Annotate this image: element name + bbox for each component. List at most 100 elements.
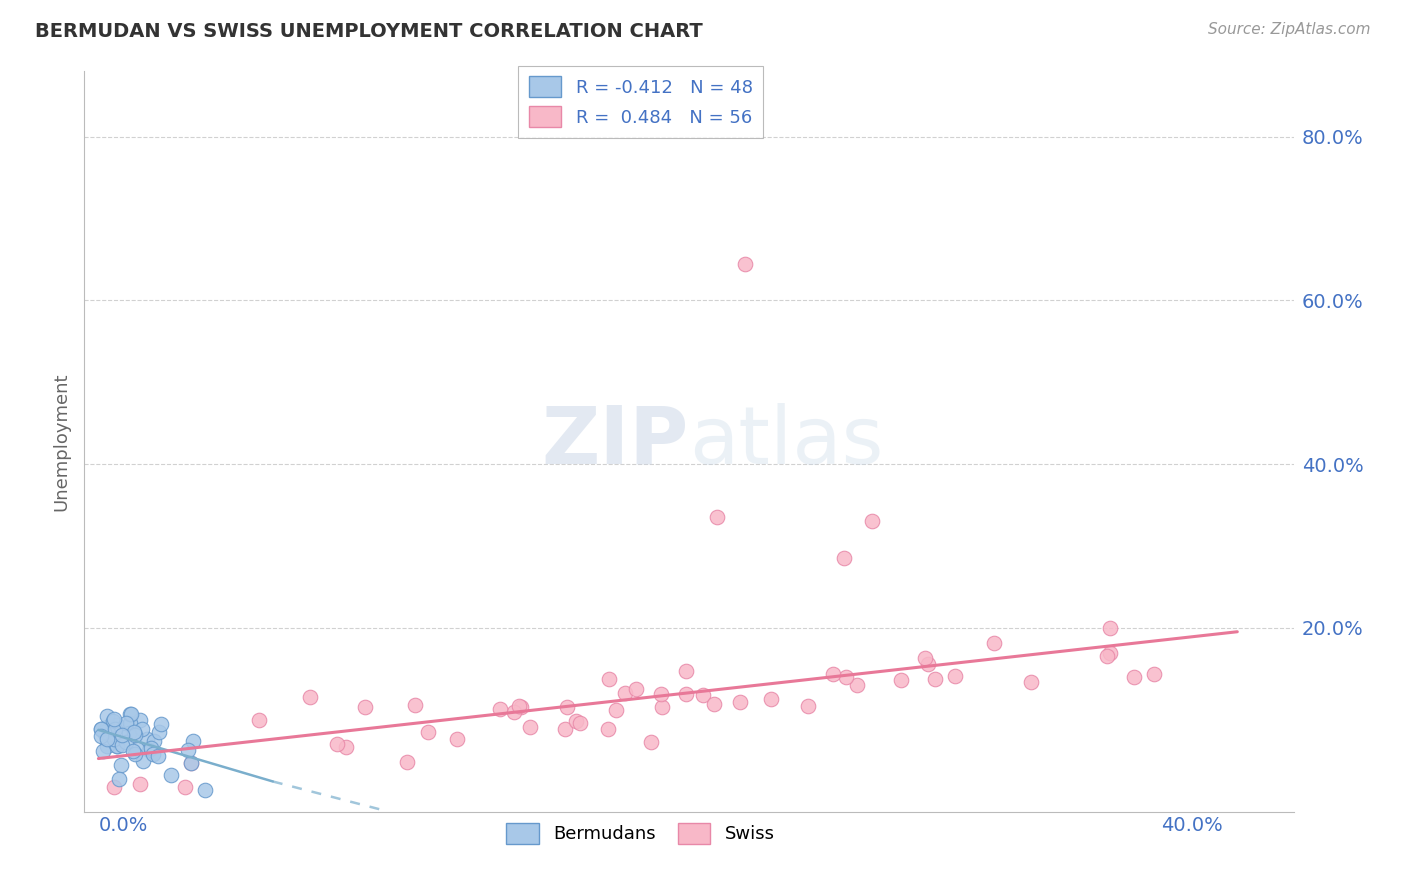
Point	[692, 688, 714, 702]
Point	[180, 756, 202, 770]
Point	[1021, 675, 1043, 690]
Point	[598, 672, 620, 686]
Point	[90, 722, 112, 736]
Point	[395, 755, 418, 769]
Point	[651, 700, 673, 714]
Point	[128, 777, 150, 791]
Point	[557, 699, 579, 714]
Point	[703, 698, 725, 712]
Point	[111, 728, 134, 742]
Point	[335, 740, 357, 755]
Point	[160, 768, 183, 782]
Point	[1098, 621, 1121, 635]
Point	[914, 650, 936, 665]
Text: 40.0%: 40.0%	[1161, 816, 1223, 835]
Point	[91, 744, 114, 758]
Point	[93, 725, 115, 739]
Point	[90, 729, 112, 743]
Point	[115, 734, 138, 748]
Point	[924, 672, 946, 686]
Point	[446, 732, 468, 747]
Point	[605, 703, 627, 717]
Point	[142, 747, 165, 761]
Point	[122, 724, 145, 739]
Point	[96, 709, 118, 723]
Point	[554, 722, 576, 736]
Point	[326, 737, 349, 751]
Point	[132, 754, 155, 768]
Point	[247, 713, 270, 727]
Point	[105, 739, 128, 753]
Point	[846, 678, 869, 692]
Point	[1095, 649, 1118, 664]
Point	[124, 728, 146, 742]
Point	[118, 715, 141, 730]
Point	[97, 727, 120, 741]
Point	[136, 731, 159, 746]
Point	[675, 664, 697, 678]
Point	[103, 712, 125, 726]
Point	[354, 699, 377, 714]
Point	[105, 739, 128, 754]
Point	[125, 742, 148, 756]
Point	[508, 699, 530, 714]
Text: Source: ZipAtlas.com: Source: ZipAtlas.com	[1208, 22, 1371, 37]
Point	[730, 695, 752, 709]
Point	[488, 701, 510, 715]
Point	[675, 687, 697, 701]
Point	[860, 514, 883, 528]
Point	[519, 719, 541, 733]
Legend: Bermudans, Swiss: Bermudans, Swiss	[499, 815, 782, 851]
Point	[120, 706, 142, 721]
Point	[734, 257, 756, 271]
Point	[121, 744, 143, 758]
Point	[1143, 667, 1166, 681]
Point	[103, 780, 125, 794]
Point	[148, 725, 170, 739]
Point	[103, 732, 125, 747]
Point	[1122, 670, 1144, 684]
Point	[418, 725, 440, 739]
Point	[509, 699, 531, 714]
Point	[128, 713, 150, 727]
Point	[650, 687, 672, 701]
Point	[194, 783, 217, 797]
Point	[105, 718, 128, 732]
Text: ZIP: ZIP	[541, 402, 689, 481]
Point	[96, 739, 118, 753]
Point	[890, 673, 912, 687]
Point	[759, 691, 782, 706]
Point	[118, 726, 141, 740]
Point	[181, 733, 204, 747]
Point	[139, 741, 162, 756]
Text: BERMUDAN VS SWISS UNEMPLOYMENT CORRELATION CHART: BERMUDAN VS SWISS UNEMPLOYMENT CORRELATI…	[35, 22, 703, 41]
Point	[832, 551, 855, 566]
Point	[706, 510, 728, 524]
Text: atlas: atlas	[689, 402, 883, 481]
Point	[502, 706, 524, 720]
Point	[1098, 646, 1121, 660]
Point	[90, 723, 112, 737]
Point	[111, 738, 134, 752]
Point	[115, 716, 138, 731]
Point	[96, 720, 118, 734]
Point	[640, 735, 662, 749]
Point	[404, 698, 426, 713]
Point	[173, 780, 195, 794]
Point	[138, 743, 160, 757]
Point	[917, 657, 939, 672]
Point	[797, 698, 820, 713]
Point	[110, 758, 132, 772]
Point	[569, 716, 592, 731]
Point	[598, 722, 620, 736]
Point	[614, 686, 637, 700]
Point	[104, 722, 127, 736]
Point	[124, 747, 146, 761]
Point	[945, 669, 967, 683]
Point	[150, 717, 173, 731]
Point	[624, 681, 647, 696]
Point	[120, 707, 142, 722]
Point	[564, 714, 586, 728]
Point	[101, 714, 124, 728]
Point	[146, 748, 169, 763]
